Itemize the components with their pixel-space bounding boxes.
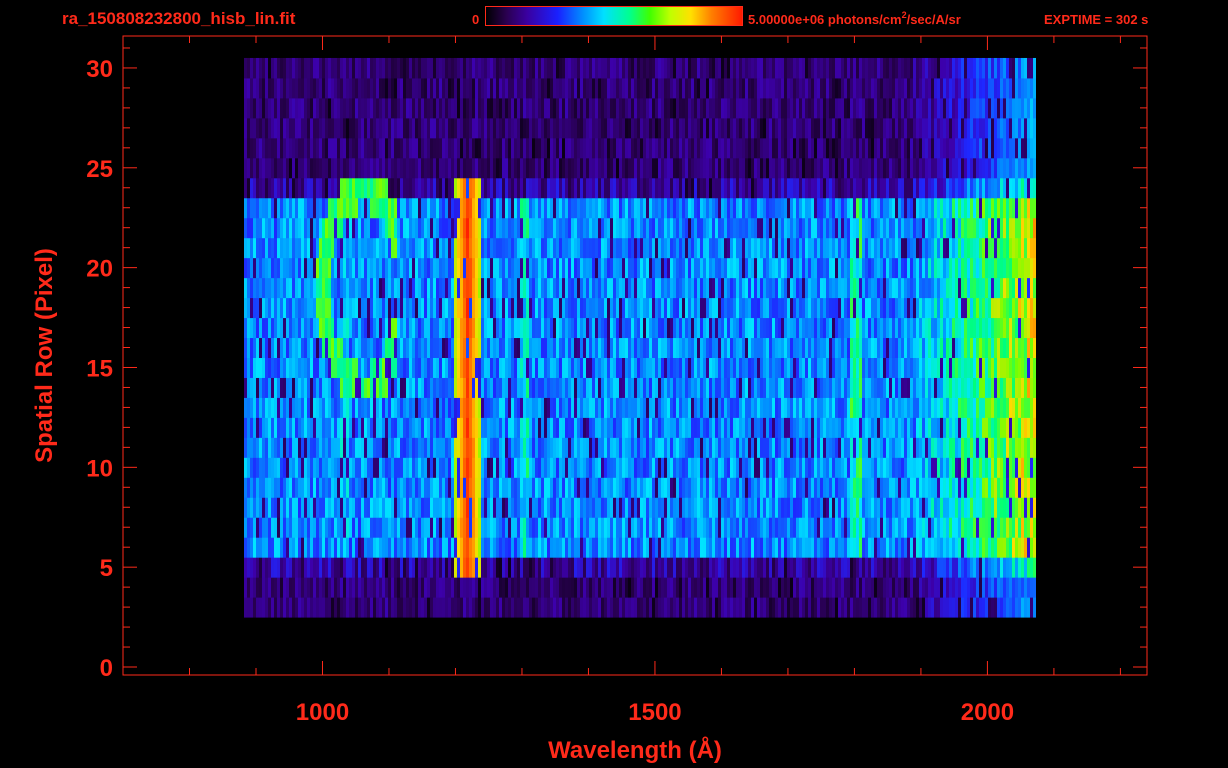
x-tick-label: 2000 bbox=[961, 699, 1014, 726]
colorbar-min-label: 0 bbox=[472, 12, 480, 27]
x-tick-label: 1500 bbox=[628, 699, 681, 726]
y-tick-label: 5 bbox=[100, 555, 113, 582]
colorbar-unit-superscript: 2 bbox=[901, 10, 907, 20]
y-tick-label: 20 bbox=[86, 256, 113, 283]
colorbar-max-label: 5.00000e+06 photons/cm2/sec/A/sr bbox=[748, 10, 961, 27]
heatmap-cells bbox=[244, 57, 1036, 618]
axis-labels: 1000 1500 2000 0 5 10 15 20 25 30 Wavelength (Å) Sp… bbox=[31, 56, 1014, 764]
y-tick-label: 0 bbox=[100, 655, 113, 682]
x-tick-label: 1000 bbox=[296, 699, 349, 726]
y-axis-label: Spatial Row (Pixel) bbox=[31, 248, 58, 463]
y-tick-label: 10 bbox=[86, 455, 113, 482]
y-tick-label: 25 bbox=[86, 156, 113, 183]
colorbar-unit-prefix: 5.00000e+06 photons/cm bbox=[748, 12, 902, 27]
y-tick-label: 30 bbox=[86, 56, 113, 83]
file-title: ra_150808232800_hisb_lin.fit bbox=[62, 9, 296, 28]
colorbar-unit-suffix: /sec/A/sr bbox=[906, 12, 961, 27]
colorbar bbox=[485, 6, 743, 26]
plot-frame bbox=[122, 35, 1148, 676]
exptime-label: EXPTIME = 302 s bbox=[1044, 12, 1149, 27]
axis-ticks bbox=[123, 36, 1147, 675]
y-tick-label: 15 bbox=[86, 355, 113, 382]
x-axis-label: Wavelength (Å) bbox=[548, 736, 722, 764]
